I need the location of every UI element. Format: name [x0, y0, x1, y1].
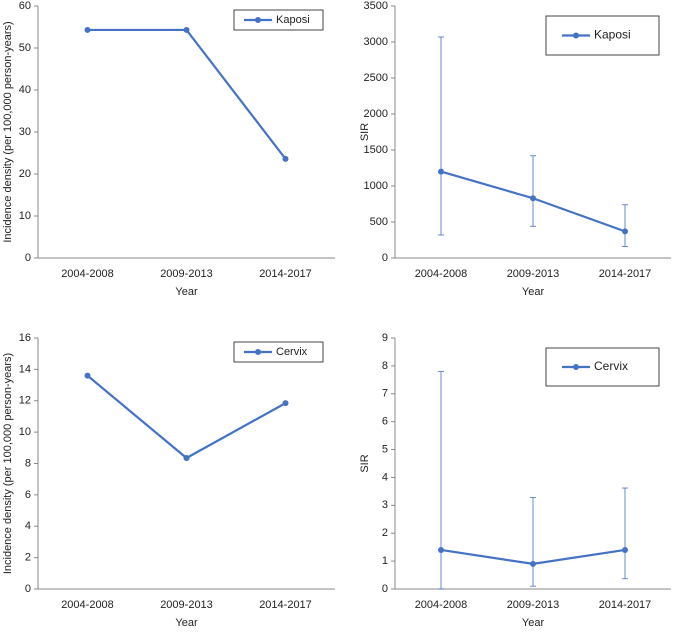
y-tick-label: 20: [19, 168, 31, 180]
legend-box: [233, 9, 324, 31]
x-axis-title: Year: [522, 286, 545, 298]
legend-label: Cervix: [276, 346, 308, 358]
y-axis-title: SIR: [359, 123, 371, 141]
legend-label: Kaposi: [594, 28, 631, 42]
y-tick-label: 0: [382, 583, 388, 595]
data-point: [530, 560, 536, 567]
legend-marker: [573, 364, 579, 370]
y-tick-label: 2: [25, 552, 31, 564]
y-tick-label: 2500: [364, 72, 388, 84]
data-point: [530, 195, 536, 202]
data-point: [622, 546, 628, 553]
y-tick-label: 0: [25, 252, 31, 264]
data-point: [622, 228, 628, 235]
data-point: [183, 455, 190, 462]
y-tick-label: 7: [382, 388, 388, 400]
y-tick-label: 16: [19, 332, 31, 344]
y-tick-label: 30: [19, 126, 31, 138]
y-tick-label: 10: [19, 426, 31, 438]
y-tick-label: 60: [19, 0, 31, 12]
legend-label: Cervix: [594, 359, 628, 373]
x-axis-title: Year: [175, 286, 198, 298]
y-axis-title: Incidence density (per 100,000 person-ye…: [2, 353, 14, 574]
y-tick-label: 4: [382, 471, 388, 483]
data-point: [282, 400, 289, 407]
y-tick-label: 500: [370, 216, 388, 228]
data-line: [87, 28, 287, 160]
y-tick-label: 0: [25, 583, 31, 595]
y-tick-label: 50: [19, 42, 31, 54]
y-tick-label: 4: [25, 520, 31, 532]
data-point: [84, 26, 91, 33]
y-tick-label: 12: [19, 395, 31, 407]
x-tick-label: 2014-2017: [259, 268, 312, 280]
y-tick-label: 5: [382, 443, 388, 455]
y-tick-label: 8: [382, 360, 388, 372]
x-tick-label: 2009-2013: [160, 268, 213, 280]
y-tick-label: 6: [382, 416, 388, 428]
legend-marker: [255, 349, 261, 355]
legend-marker: [255, 17, 261, 23]
y-tick-label: 2000: [364, 108, 388, 120]
y-tick-label: 3000: [364, 36, 388, 48]
x-tick-label: 2004-2008: [415, 599, 468, 611]
x-tick-label: 2014-2017: [599, 268, 652, 280]
x-tick-label: 2004-2008: [415, 268, 468, 280]
y-tick-label: 9: [382, 332, 388, 344]
data-point: [438, 168, 444, 175]
x-tick-label: 2004-2008: [61, 268, 114, 280]
x-tick-label: 2014-2017: [259, 599, 312, 611]
y-tick-label: 1000: [364, 180, 388, 192]
y-tick-label: 40: [19, 84, 31, 96]
data-point: [84, 372, 91, 379]
data-point: [282, 155, 289, 162]
legend-box: [233, 341, 324, 363]
x-axis-title: Year: [522, 617, 545, 629]
x-tick-label: 2009-2013: [160, 599, 213, 611]
y-tick-label: 1: [382, 555, 388, 567]
data-point: [438, 546, 444, 553]
y-axis-title: Incidence density (per 100,000 person-ye…: [2, 21, 14, 242]
x-tick-label: 2009-2013: [507, 599, 560, 611]
data-point: [183, 26, 190, 33]
y-tick-label: 8: [25, 457, 31, 469]
x-tick-label: 2004-2008: [61, 599, 114, 611]
y-tick-label: 3500: [364, 0, 388, 12]
y-tick-label: 14: [19, 363, 31, 375]
legend-label: Kaposi: [276, 14, 310, 26]
y-tick-label: 10: [19, 210, 31, 222]
legend-marker: [573, 32, 579, 39]
x-tick-label: 2009-2013: [507, 268, 560, 280]
y-tick-label: 3: [382, 499, 388, 511]
x-tick-label: 2014-2017: [599, 599, 652, 611]
y-tick-label: 1500: [364, 144, 388, 156]
y-tick-label: 2: [382, 527, 388, 539]
y-axis-title: SIR: [359, 454, 371, 472]
x-axis-title: Year: [175, 617, 198, 629]
y-tick-label: 6: [25, 489, 31, 501]
data-line: [86, 374, 287, 460]
y-tick-label: 0: [382, 252, 388, 264]
